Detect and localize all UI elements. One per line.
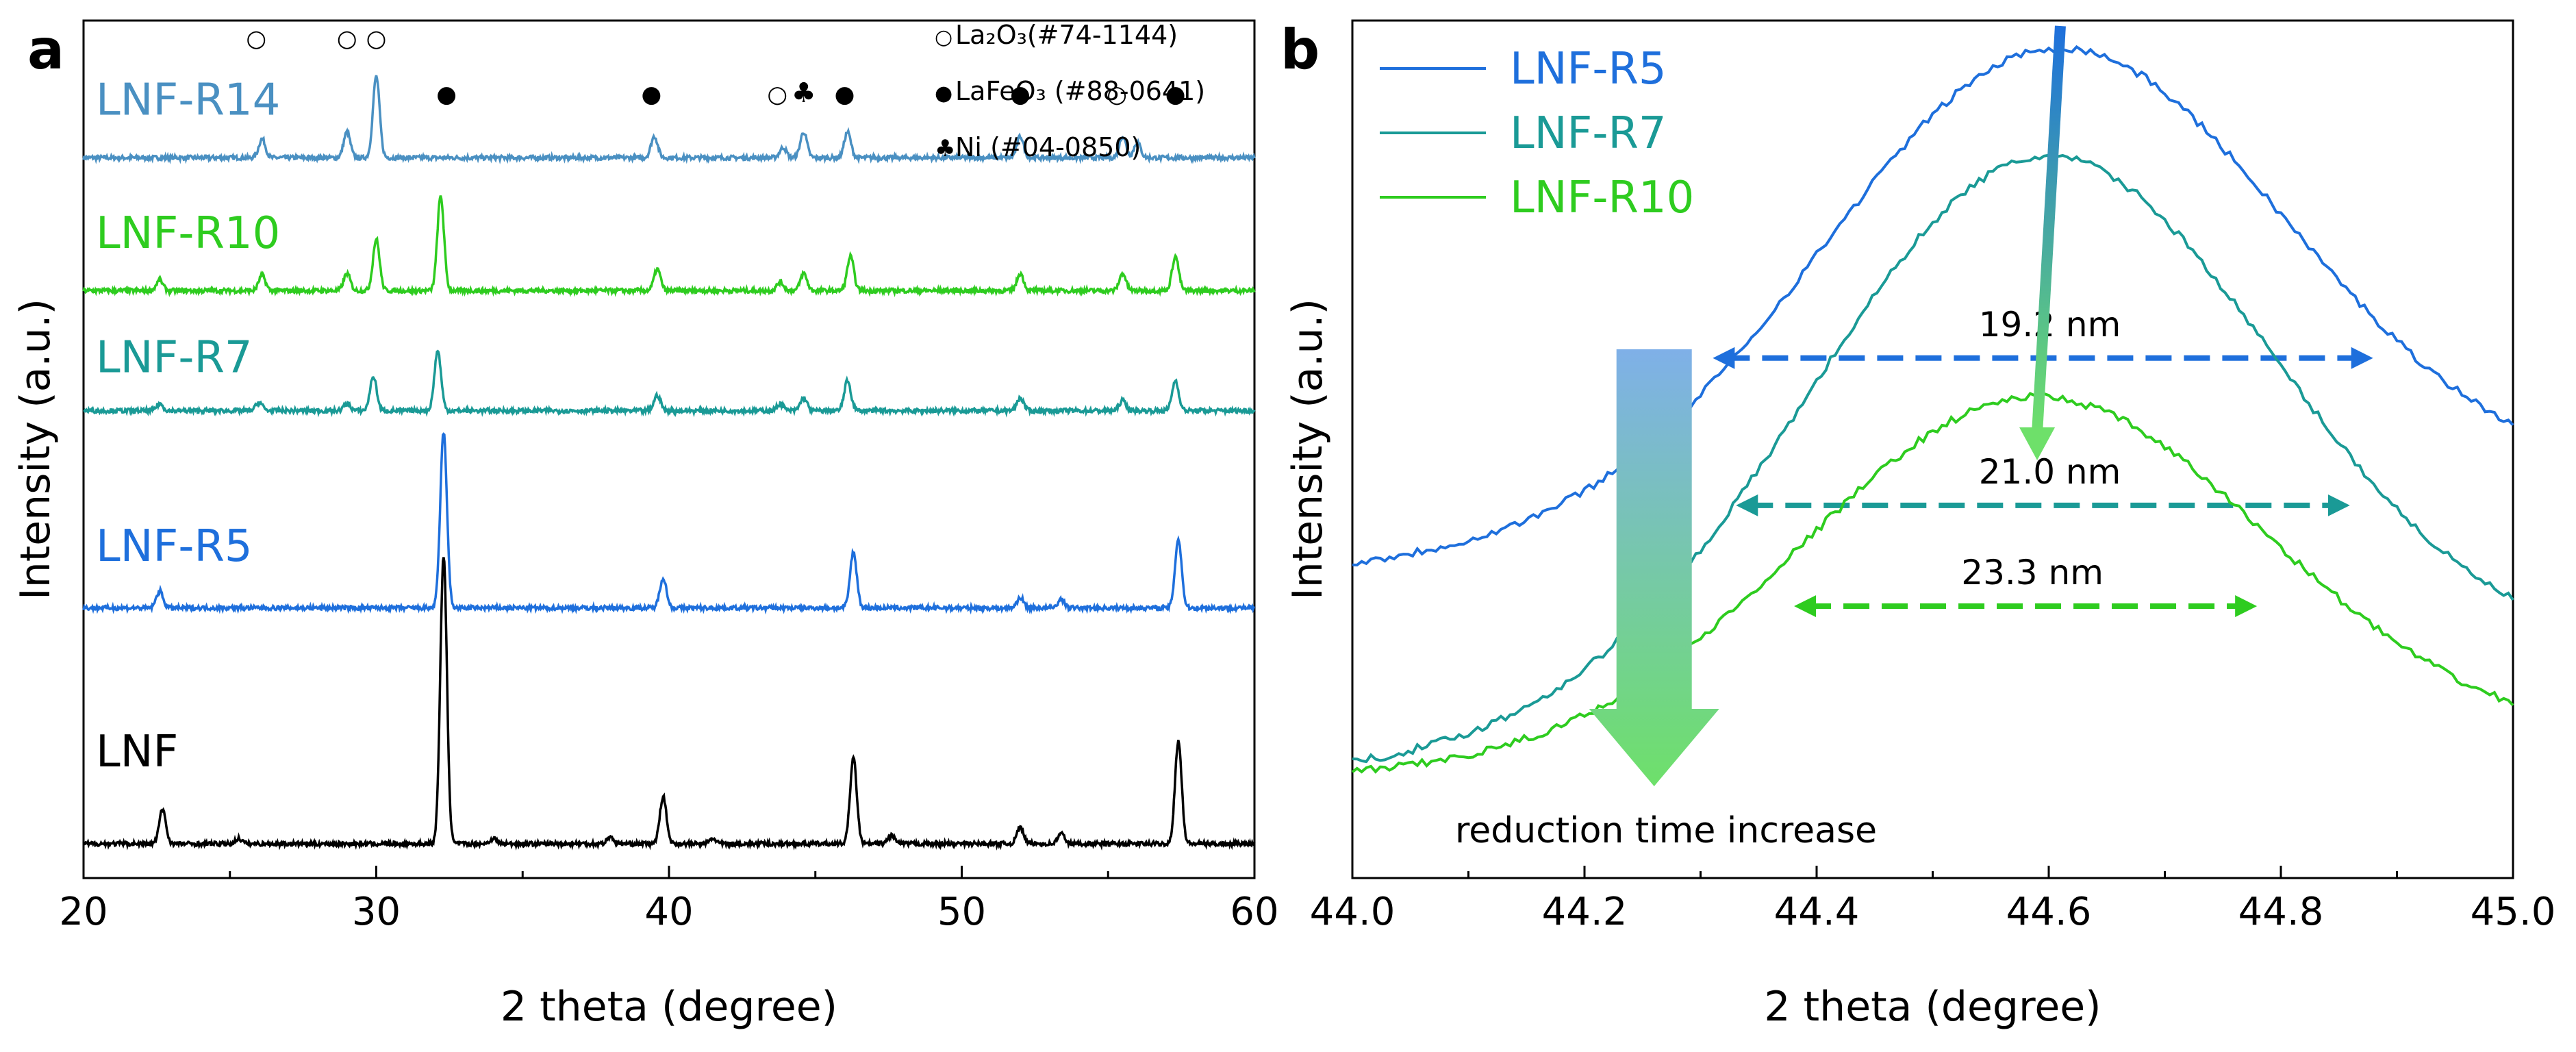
panel-a-phase-marker: ● [1010, 81, 1031, 108]
panel-a-phase-marker: ● [1165, 81, 1186, 108]
panel-b-x-tick-label: 45.0 [2471, 890, 2556, 934]
panel-a-phase-markers: ○ ○ ○● ● ○ ♣ ● ● ○ ● [246, 25, 1185, 109]
panel-a-legend: ○ La₂O₃(#74-1144)● LaFeO₃ (#88-0641)♣ Ni (#… [935, 20, 1205, 162]
panel-b-y-axis-label: Intensity (a.u.) [1284, 299, 1332, 600]
panel-letter-a: a [27, 18, 64, 82]
legend-entry-text: La₂O₃(#74-1144) [955, 20, 1178, 50]
panel-a-series-line [82, 557, 1256, 851]
fwhm-label: 21.0 nm [1979, 452, 2121, 492]
panel-b-series-line [1352, 153, 2514, 764]
panel-a-series-label: LNF-R14 [96, 75, 280, 126]
panel-a: a 20 30 40 50 60 LNF-R14LNF-R10LNF-R7LNF-R5L… [12, 18, 1279, 1031]
fwhm-label: 23.3 nm [1961, 553, 2104, 592]
panel-b-arrows [1589, 25, 2066, 786]
panel-a-series-line [82, 75, 1256, 164]
panel-b-x-ticks: 44.0 44.2 44.4 44.6 44.8 45.0 [1310, 866, 2556, 934]
panel-a-series [82, 75, 1256, 851]
peak-shift-arrowhead [2019, 427, 2056, 460]
panel-a-series-label: LNF-R5 [96, 521, 253, 572]
panel-a-phase-marker: ○ [1107, 81, 1127, 108]
legend-series-name: LNF-R5 [1510, 44, 1667, 95]
panel-a-x-tick-label: 30 [352, 890, 401, 934]
panel-b-series-line [1351, 392, 2514, 774]
panel-b: b 44.0 44.2 44.4 44.6 44.8 45.0 19.2 nm 21.0 n… [1280, 18, 2555, 1031]
panel-a-series-label: LNF-R7 [96, 332, 253, 383]
panel-b-x-axis-label: 2 theta (degree) [1764, 983, 2101, 1031]
panel-a-phase-marker: ○ [366, 25, 387, 53]
panel-b-series-line [1352, 45, 2514, 567]
panel-a-y-axis-label: Intensity (a.u.) [12, 299, 60, 600]
panel-a-x-tick-label: 60 [1230, 890, 1278, 934]
panel-b-x-tick-label: 44.2 [1542, 890, 1628, 934]
legend-entry-text: LaFeO₃ (#88-0641) [955, 76, 1205, 106]
legend-marker-symbol: ● [935, 82, 952, 105]
panel-b-legend: LNF-R5 LNF-R7 LNF-R10 [1380, 44, 1694, 223]
panel-b-x-tick-label: 44.8 [2238, 890, 2324, 934]
legend-series-name: LNF-R10 [1510, 173, 1694, 223]
panel-a-series-line [83, 349, 1256, 418]
panel-a-series-labels: LNF-R14 LNF-R10 LNF-R7 LNF-R5 LNF [96, 75, 280, 778]
panel-b-x-tick-label: 44.0 [1310, 890, 1396, 934]
panel-a-series-line [82, 195, 1256, 298]
panel-a-phase-marker: ○ [337, 25, 357, 53]
panel-a-x-ticks: 20 30 40 50 60 [59, 866, 1279, 934]
panel-a-x-axis-label: 2 theta (degree) [501, 983, 837, 1031]
panel-a-phase-marker: ○ [246, 25, 266, 53]
legend-marker-symbol: ○ [935, 25, 952, 49]
panel-a-phase-marker: ● [835, 81, 855, 108]
legend-entry-text: Ni (#04-0850) [955, 132, 1141, 162]
panel-a-series-label: LNF [96, 727, 178, 777]
panel-b-x-tick-label: 44.4 [1774, 890, 1860, 934]
panel-a-phase-marker: ● [436, 81, 457, 108]
panel-a-x-tick-label: 50 [937, 890, 986, 934]
peak-shift-arrow [2032, 25, 2066, 434]
panel-a-x-tick-label: 40 [644, 890, 693, 934]
panel-a-phase-marker: ○ [767, 81, 787, 108]
reduction-annotation: reduction time increase [1455, 810, 1877, 851]
panel-b-x-tick-label: 44.6 [2006, 890, 2092, 934]
panel-a-series-line [82, 432, 1256, 615]
panel-a-series-label: LNF-R10 [96, 208, 280, 259]
legend-series-name: LNF-R7 [1510, 108, 1667, 159]
panel-a-phase-marker: ♣ [792, 77, 816, 109]
panel-letter-b: b [1280, 18, 1319, 82]
fwhm-label: 19.2 nm [1979, 305, 2121, 345]
reduction-down-arrow [1589, 349, 1719, 786]
panel-a-phase-marker: ● [642, 81, 662, 108]
legend-marker-symbol: ♣ [935, 135, 955, 162]
panel-a-x-tick-label: 20 [59, 890, 108, 934]
